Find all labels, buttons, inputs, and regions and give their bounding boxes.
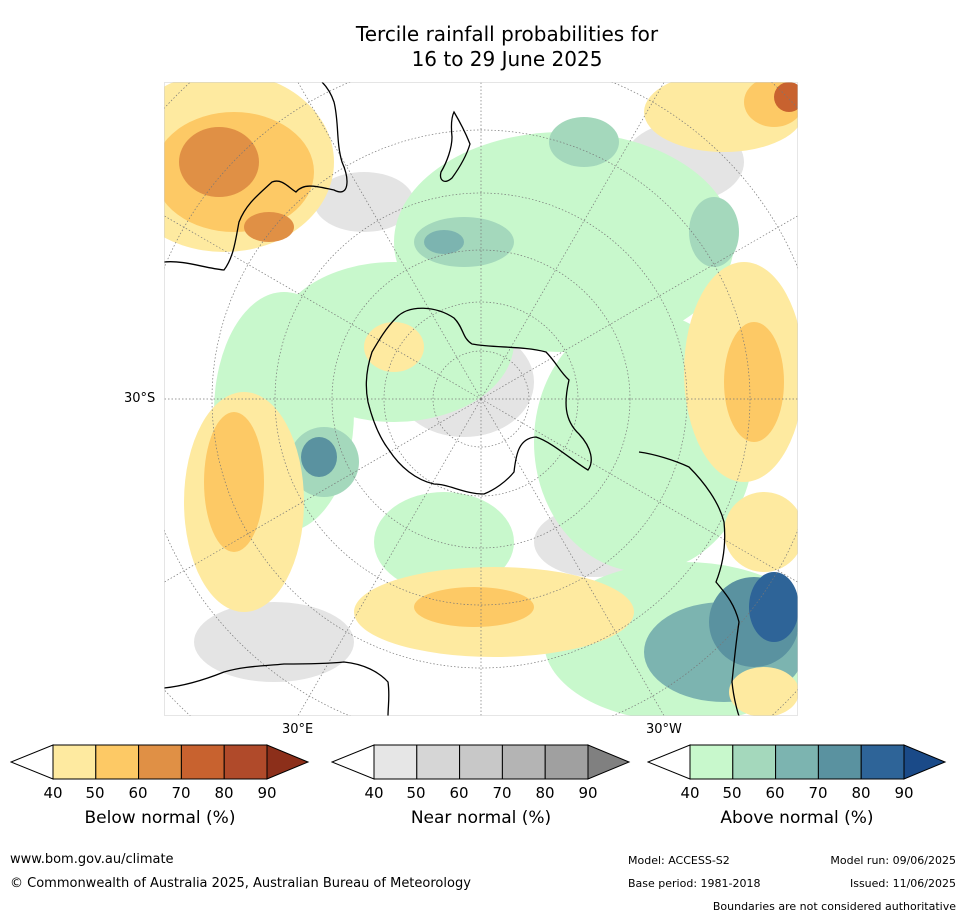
legend-tick: 80 — [851, 784, 871, 802]
legend-tick: 40 — [364, 784, 384, 802]
coast-australia — [164, 82, 348, 271]
legend-tick: 90 — [894, 784, 914, 802]
colorbar-segment — [373, 744, 418, 780]
polar-map-svg — [164, 82, 798, 716]
legend-tick: 60 — [128, 784, 148, 802]
legend-tick: 70 — [492, 784, 512, 802]
legend-tick: 40 — [680, 784, 700, 802]
map-title: Tercile rainfall probabilities for 16 to… — [0, 22, 965, 72]
colorbar-segment — [860, 744, 905, 780]
colorbar-segment — [180, 744, 225, 780]
legend-tick: 60 — [449, 784, 469, 802]
colorbar-segment — [817, 744, 862, 780]
latitude-label: 30°S — [124, 391, 156, 406]
colorbar-below-normal — [10, 744, 310, 780]
legend-title: Above normal (%) — [720, 808, 874, 828]
colorbar-segment — [459, 744, 503, 780]
colorbar-arrow-left — [647, 744, 691, 780]
below-normal-regions — [164, 82, 798, 716]
legend-tick: 50 — [406, 784, 426, 802]
legend-tick: 80 — [214, 784, 234, 802]
base-period: Base period: 1981-2018 — [628, 877, 761, 890]
coastlines — [164, 82, 740, 716]
legend-title: Below normal (%) — [84, 808, 236, 828]
legend-tick: 50 — [85, 784, 105, 802]
colorbar-arrow-left — [331, 744, 375, 780]
legend-above-normal: 40 50 60 70 80 90 Above normal (%) — [647, 744, 947, 854]
legend-tick: 70 — [171, 784, 191, 802]
colorbar-arrow-right — [903, 744, 947, 780]
colorbar-segment — [416, 744, 461, 780]
issued-date: Issued: 11/06/2025 — [849, 877, 956, 890]
copyright-text: © Commonwealth of Australia 2025, Austra… — [10, 876, 471, 891]
longitude-label-west: 30°W — [646, 722, 682, 737]
colorbar-arrow-right — [266, 744, 310, 780]
colorbar-segment — [544, 744, 589, 780]
boundary-disclaimer: Boundaries are not considered authoritat… — [712, 900, 956, 913]
legend-tick: 70 — [808, 784, 828, 802]
colorbar-segment — [95, 744, 140, 780]
colorbar-above-normal — [647, 744, 947, 780]
colorbar-segment — [52, 744, 97, 780]
colorbar-segment — [775, 744, 819, 780]
colorbar-segment — [501, 744, 546, 780]
legend-below-normal: 40 50 60 70 80 90 Below normal (%) — [10, 744, 310, 854]
coast-antarctica — [365, 307, 592, 495]
colorbar-segment — [138, 744, 182, 780]
legend-tick: 60 — [765, 784, 785, 802]
title-line-1: Tercile rainfall probabilities for — [355, 22, 659, 46]
legend-tick: 90 — [578, 784, 598, 802]
legend-near-normal: 40 50 60 70 80 90 Near normal (%) — [331, 744, 631, 854]
colorbar-segment — [732, 744, 777, 780]
legend-tick: 50 — [722, 784, 742, 802]
legend-tick: 90 — [257, 784, 277, 802]
polar-map — [164, 82, 798, 716]
longitude-label-east: 30°E — [282, 722, 314, 737]
colorbar-segment — [689, 744, 734, 780]
legend-tick: 40 — [43, 784, 63, 802]
colorbar-arrow-right — [587, 744, 631, 780]
title-line-2: 16 to 29 June 2025 — [411, 47, 603, 71]
coast-south-america — [638, 451, 740, 716]
model-run-date: Model run: 09/06/2025 — [830, 854, 956, 867]
coast-southern-africa — [164, 661, 390, 716]
legend-tick: 80 — [535, 784, 555, 802]
colorbar-arrow-left — [10, 744, 54, 780]
graticule — [164, 82, 798, 716]
colorbar-near-normal — [331, 744, 631, 780]
coast-new-zealand — [439, 110, 471, 182]
colorbar-segment — [223, 744, 268, 780]
model-name: Model: ACCESS-S2 — [628, 854, 730, 867]
legend-title: Near normal (%) — [410, 808, 552, 828]
website-link[interactable]: www.bom.gov.au/climate — [10, 852, 174, 867]
